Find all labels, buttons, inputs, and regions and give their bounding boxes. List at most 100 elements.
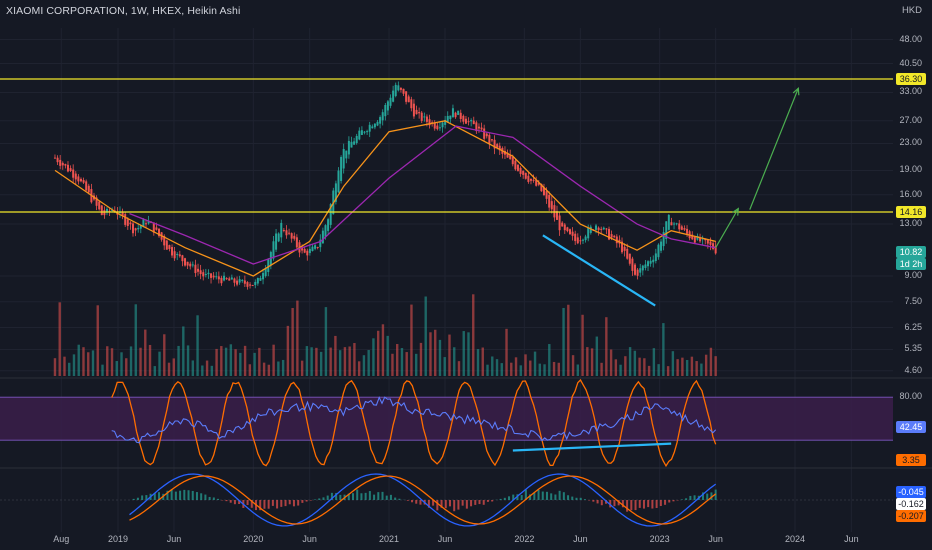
volume-bar bbox=[329, 347, 332, 376]
volume-bar bbox=[562, 307, 565, 376]
macd-histogram-bar bbox=[351, 493, 354, 500]
macd-histogram-bar bbox=[200, 493, 203, 500]
candle-body bbox=[275, 233, 278, 250]
candle-body bbox=[662, 232, 665, 247]
candle-body bbox=[680, 226, 683, 230]
moving-averages bbox=[54, 120, 716, 277]
candle-body bbox=[321, 230, 324, 244]
candle-body bbox=[529, 178, 532, 181]
volume-bar bbox=[448, 334, 451, 376]
macd-histogram-bar bbox=[225, 500, 228, 502]
macd-histogram-bar bbox=[288, 500, 291, 505]
ma-slow-line bbox=[129, 125, 716, 265]
candle-body bbox=[644, 264, 647, 268]
candle-body bbox=[262, 272, 265, 280]
candle-body bbox=[475, 122, 478, 132]
last-price-badge: 10.82 bbox=[896, 246, 926, 258]
candle-body bbox=[337, 170, 340, 193]
macd-histogram-bar bbox=[356, 489, 359, 500]
candle-body bbox=[316, 246, 319, 248]
y-tick-label: 5.35 bbox=[904, 343, 922, 354]
candle-body bbox=[509, 155, 512, 160]
volume-bar bbox=[315, 347, 318, 376]
volume-bar bbox=[334, 335, 337, 376]
candle-body bbox=[223, 275, 226, 281]
candle-body bbox=[704, 238, 707, 241]
candle-body bbox=[72, 169, 75, 178]
macd-histogram-bar bbox=[309, 500, 312, 501]
volume-bar bbox=[106, 346, 109, 376]
volume-bar bbox=[324, 307, 328, 376]
volume-bar bbox=[191, 360, 195, 376]
candle-body bbox=[95, 197, 98, 206]
macd-histogram-bar bbox=[271, 500, 274, 506]
volume-bar bbox=[576, 364, 580, 376]
volume-bar bbox=[552, 361, 556, 376]
projection-arrow-line bbox=[749, 88, 799, 210]
candle-body bbox=[142, 219, 145, 228]
projection-arrow-head bbox=[732, 207, 739, 216]
x-tick-label: 2020 bbox=[243, 534, 264, 544]
volume-bar bbox=[714, 356, 717, 376]
volume-bar bbox=[286, 325, 290, 376]
candle-body bbox=[542, 187, 545, 196]
candle-body bbox=[121, 212, 124, 217]
volume-bar bbox=[224, 347, 228, 376]
volume-bar bbox=[210, 365, 214, 376]
macd-histogram-bar bbox=[141, 495, 144, 500]
candle-body bbox=[381, 112, 384, 121]
macd-histogram-bar bbox=[415, 500, 418, 504]
candle-body bbox=[540, 183, 543, 192]
volume-bar bbox=[567, 304, 570, 376]
candle-body bbox=[251, 285, 254, 287]
macd-histogram-bar bbox=[609, 500, 612, 508]
volume-bar bbox=[424, 296, 427, 376]
volume-bar bbox=[68, 362, 71, 376]
volume-bar bbox=[453, 347, 456, 376]
candle-body bbox=[85, 181, 88, 191]
y-tick-label: 23.00 bbox=[899, 137, 922, 148]
volume-bar bbox=[519, 365, 522, 376]
candle-body bbox=[126, 219, 129, 226]
candle-body bbox=[324, 225, 327, 237]
candle-body bbox=[647, 261, 650, 267]
macd-histogram-bar bbox=[575, 497, 578, 500]
candle-body bbox=[165, 240, 168, 250]
candle-body bbox=[259, 277, 262, 281]
x-tick-label: 2023 bbox=[649, 534, 670, 544]
volume-bar bbox=[443, 357, 446, 376]
candle-body bbox=[483, 128, 486, 139]
candle-body bbox=[545, 191, 548, 199]
volume-bar bbox=[609, 349, 613, 376]
volume-bar bbox=[167, 362, 171, 376]
trendline-drawings[interactable] bbox=[542, 86, 800, 307]
macd-histogram-bar bbox=[706, 493, 709, 500]
volume-bar bbox=[505, 328, 508, 376]
macd-histogram-bar bbox=[710, 492, 713, 500]
volume-bar bbox=[319, 351, 323, 376]
macd-histogram-bar bbox=[187, 490, 190, 500]
candle-body bbox=[634, 264, 637, 275]
candle-body bbox=[236, 280, 239, 285]
candle-body bbox=[293, 235, 296, 239]
volume-bar bbox=[281, 359, 285, 376]
candle-body bbox=[306, 250, 309, 256]
volume-bar bbox=[600, 362, 603, 376]
candle-body bbox=[678, 223, 681, 230]
volume-bar bbox=[110, 348, 114, 376]
candle-body bbox=[238, 279, 241, 283]
volume-bar bbox=[376, 330, 380, 376]
volume-bar bbox=[586, 347, 589, 376]
candle-body bbox=[399, 87, 402, 90]
volume-bar bbox=[500, 363, 503, 376]
macd-histogram-bar bbox=[229, 500, 232, 503]
macd-histogram-bar bbox=[693, 495, 696, 500]
candle-body bbox=[615, 236, 618, 244]
rsi-band bbox=[0, 396, 893, 441]
macd-histogram-bar bbox=[605, 500, 608, 504]
candle-body bbox=[405, 91, 408, 102]
volume-bar bbox=[153, 366, 156, 376]
candle-body bbox=[178, 254, 181, 257]
volume-bar bbox=[144, 329, 147, 376]
